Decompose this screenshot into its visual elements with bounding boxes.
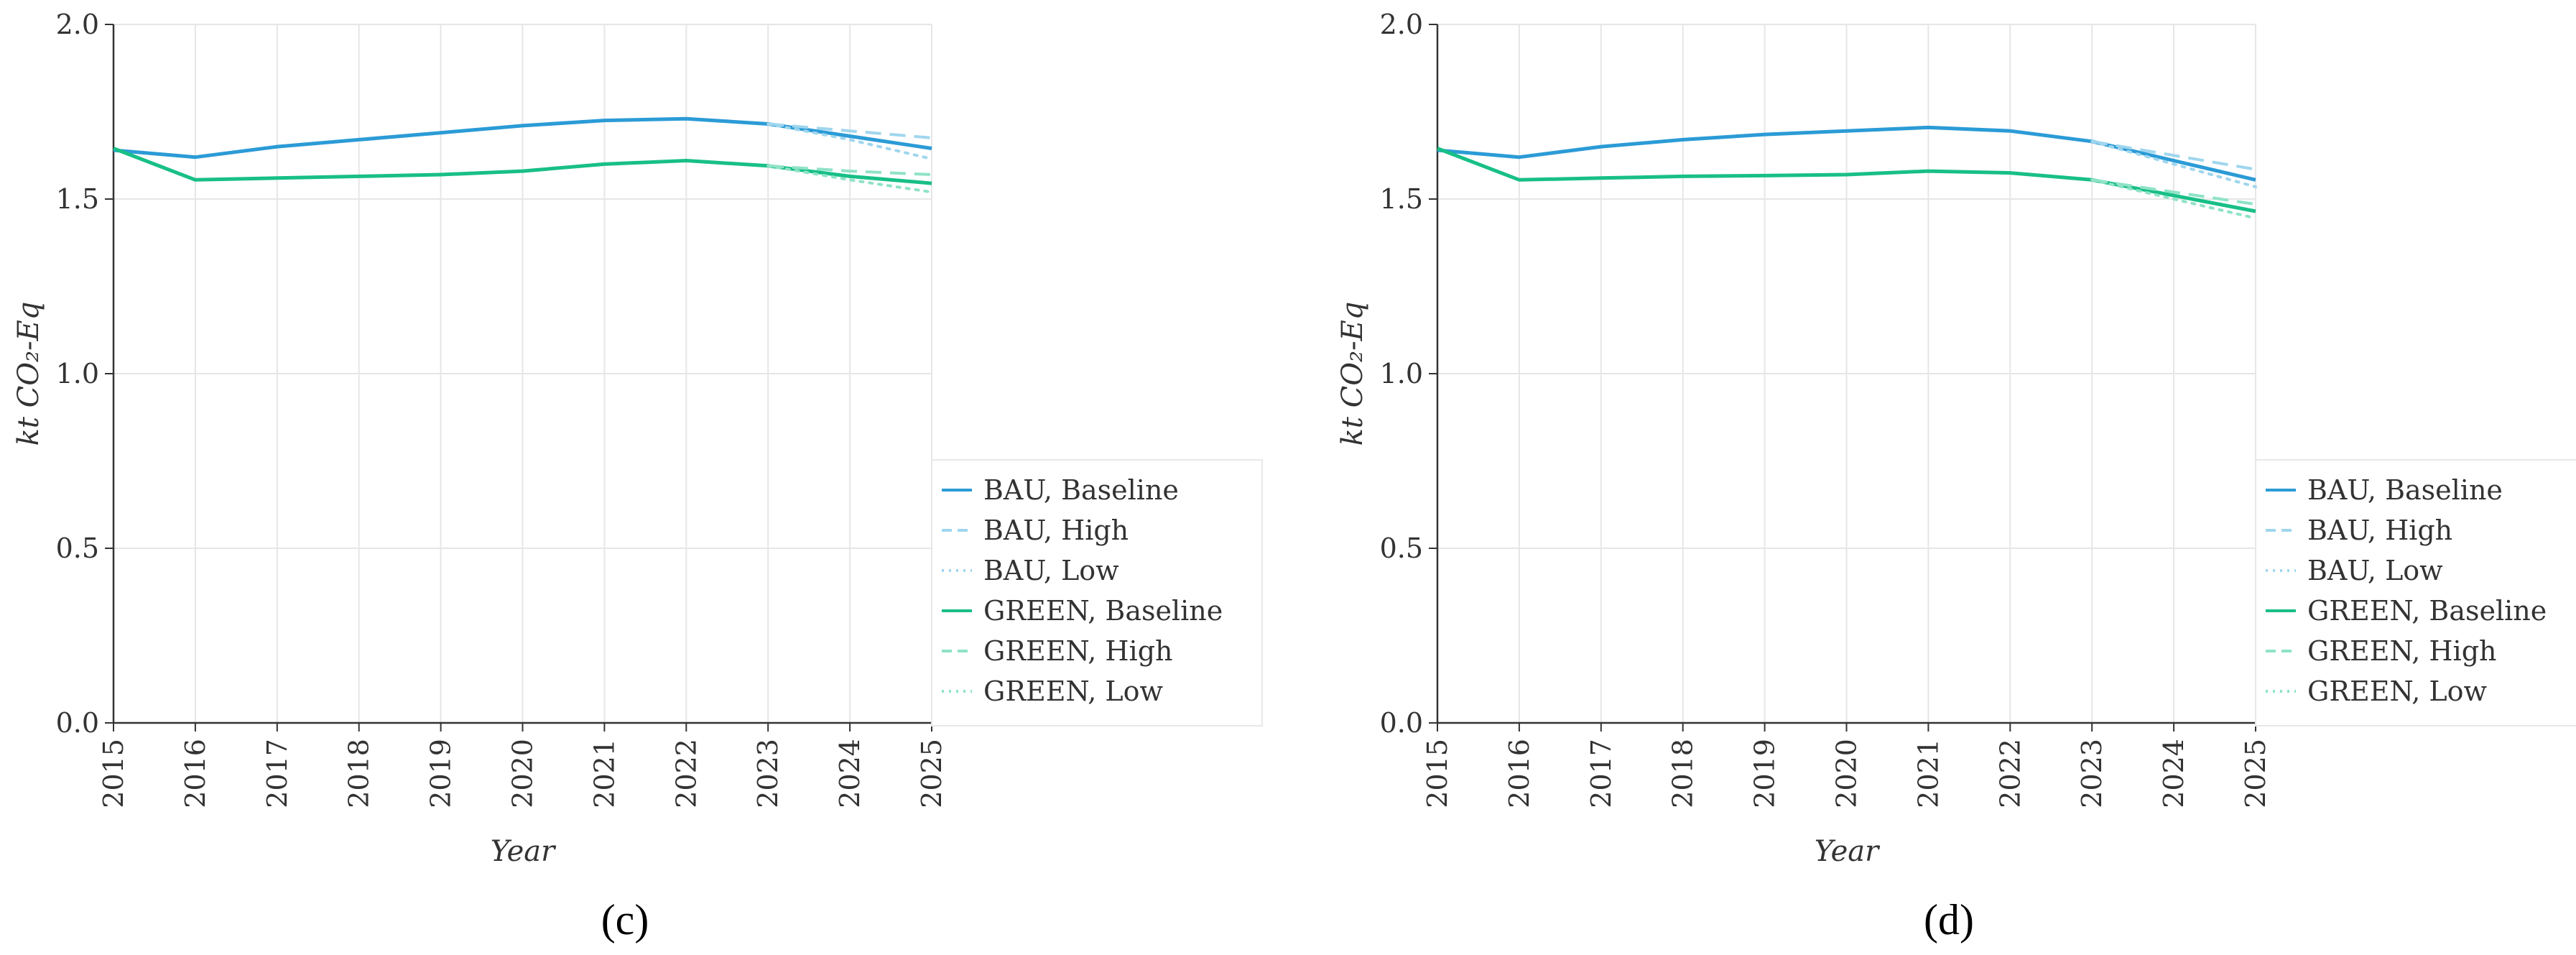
x-tick-label: 2020: [1831, 739, 1863, 808]
x-tick-label: 2021: [1912, 739, 1944, 808]
chart-panel-c: 2015 2016 2017 2018 2019 2020 2021 2022 2023 2024…: [12, 9, 1263, 944]
legend-label: GREEN, Low: [2307, 675, 2488, 707]
x-tick-label: 2015: [98, 739, 129, 808]
panel-caption: (d): [1924, 896, 1974, 944]
x-tick-label: 2019: [425, 739, 457, 808]
x-tick-label: 2024: [834, 739, 866, 808]
x-axis-title: Year: [491, 835, 557, 868]
x-tick-label: 2016: [1504, 739, 1535, 808]
series-line: [766, 164, 933, 194]
legend-label: BAU, Low: [2307, 555, 2443, 586]
legend-label: BAU, High: [983, 515, 1129, 546]
legend-label: GREEN, Baseline: [983, 595, 1223, 627]
legend-label: BAU, Baseline: [983, 474, 1179, 506]
x-tick-label: 2019: [1749, 739, 1781, 808]
x-tick-label: 2018: [1667, 739, 1699, 808]
y-tick-label: 2.0: [56, 9, 99, 40]
y-axis-title: kt CO₂-Eq: [1336, 302, 1369, 446]
y-tick-label: 1.5: [56, 183, 99, 215]
series-line: [766, 122, 933, 161]
series-line: [2091, 178, 2256, 206]
x-tick-label: 2017: [261, 739, 293, 808]
y-tick-label: 0.5: [1380, 532, 1423, 564]
y-tick-label: 2.0: [1380, 9, 1423, 40]
panel-caption: (c): [601, 896, 649, 944]
legend-box: [2255, 459, 2576, 726]
y-tick-label: 1.0: [56, 358, 99, 389]
x-tick-label: 2022: [1994, 739, 2026, 808]
y-tick-label: 1.5: [1380, 183, 1423, 215]
series-line: [768, 122, 932, 139]
legend-box: [931, 459, 1263, 726]
x-tick-label: 2017: [1585, 739, 1617, 808]
series-line: [2090, 139, 2257, 188]
legend-label: GREEN, High: [983, 635, 1173, 667]
x-tick-label: 2023: [752, 739, 784, 808]
legend-label: BAU, Low: [983, 555, 1119, 586]
legend-label: GREEN, Low: [983, 675, 1164, 707]
x-tick-label: 2025: [2240, 739, 2271, 808]
y-tick-label: 0.0: [1380, 707, 1423, 739]
x-tick-label: 2025: [916, 739, 948, 808]
y-tick-label: 0.0: [56, 707, 99, 739]
y-axis-title: kt CO₂-Eq: [12, 302, 45, 446]
legend-label: BAU, High: [2307, 515, 2452, 546]
x-tick-label: 2016: [180, 739, 211, 808]
series-line: [768, 164, 932, 176]
x-tick-label: 2015: [1422, 739, 1453, 808]
y-tick-label: 0.5: [56, 532, 99, 564]
y-tick-label: 1.0: [1380, 358, 1423, 389]
x-tick-label: 2021: [588, 739, 620, 808]
series-line: [2091, 139, 2256, 171]
x-tick-label: 2024: [2158, 739, 2190, 808]
x-tick-label: 2023: [2076, 739, 2108, 808]
legend-label: GREEN, Baseline: [2307, 595, 2547, 627]
x-tick-label: 2018: [343, 739, 375, 808]
x-tick-label: 2020: [507, 739, 539, 808]
x-axis-title: Year: [1815, 835, 1881, 868]
chart-panel-d: 2015 2016 2017 2018 2019 2020 2021 2022 2023 2024…: [1336, 9, 2576, 944]
series-line: [2090, 178, 2257, 220]
legend-label: GREEN, High: [2307, 635, 2497, 667]
legend-label: BAU, Baseline: [2307, 474, 2503, 506]
x-tick-label: 2022: [670, 739, 702, 808]
